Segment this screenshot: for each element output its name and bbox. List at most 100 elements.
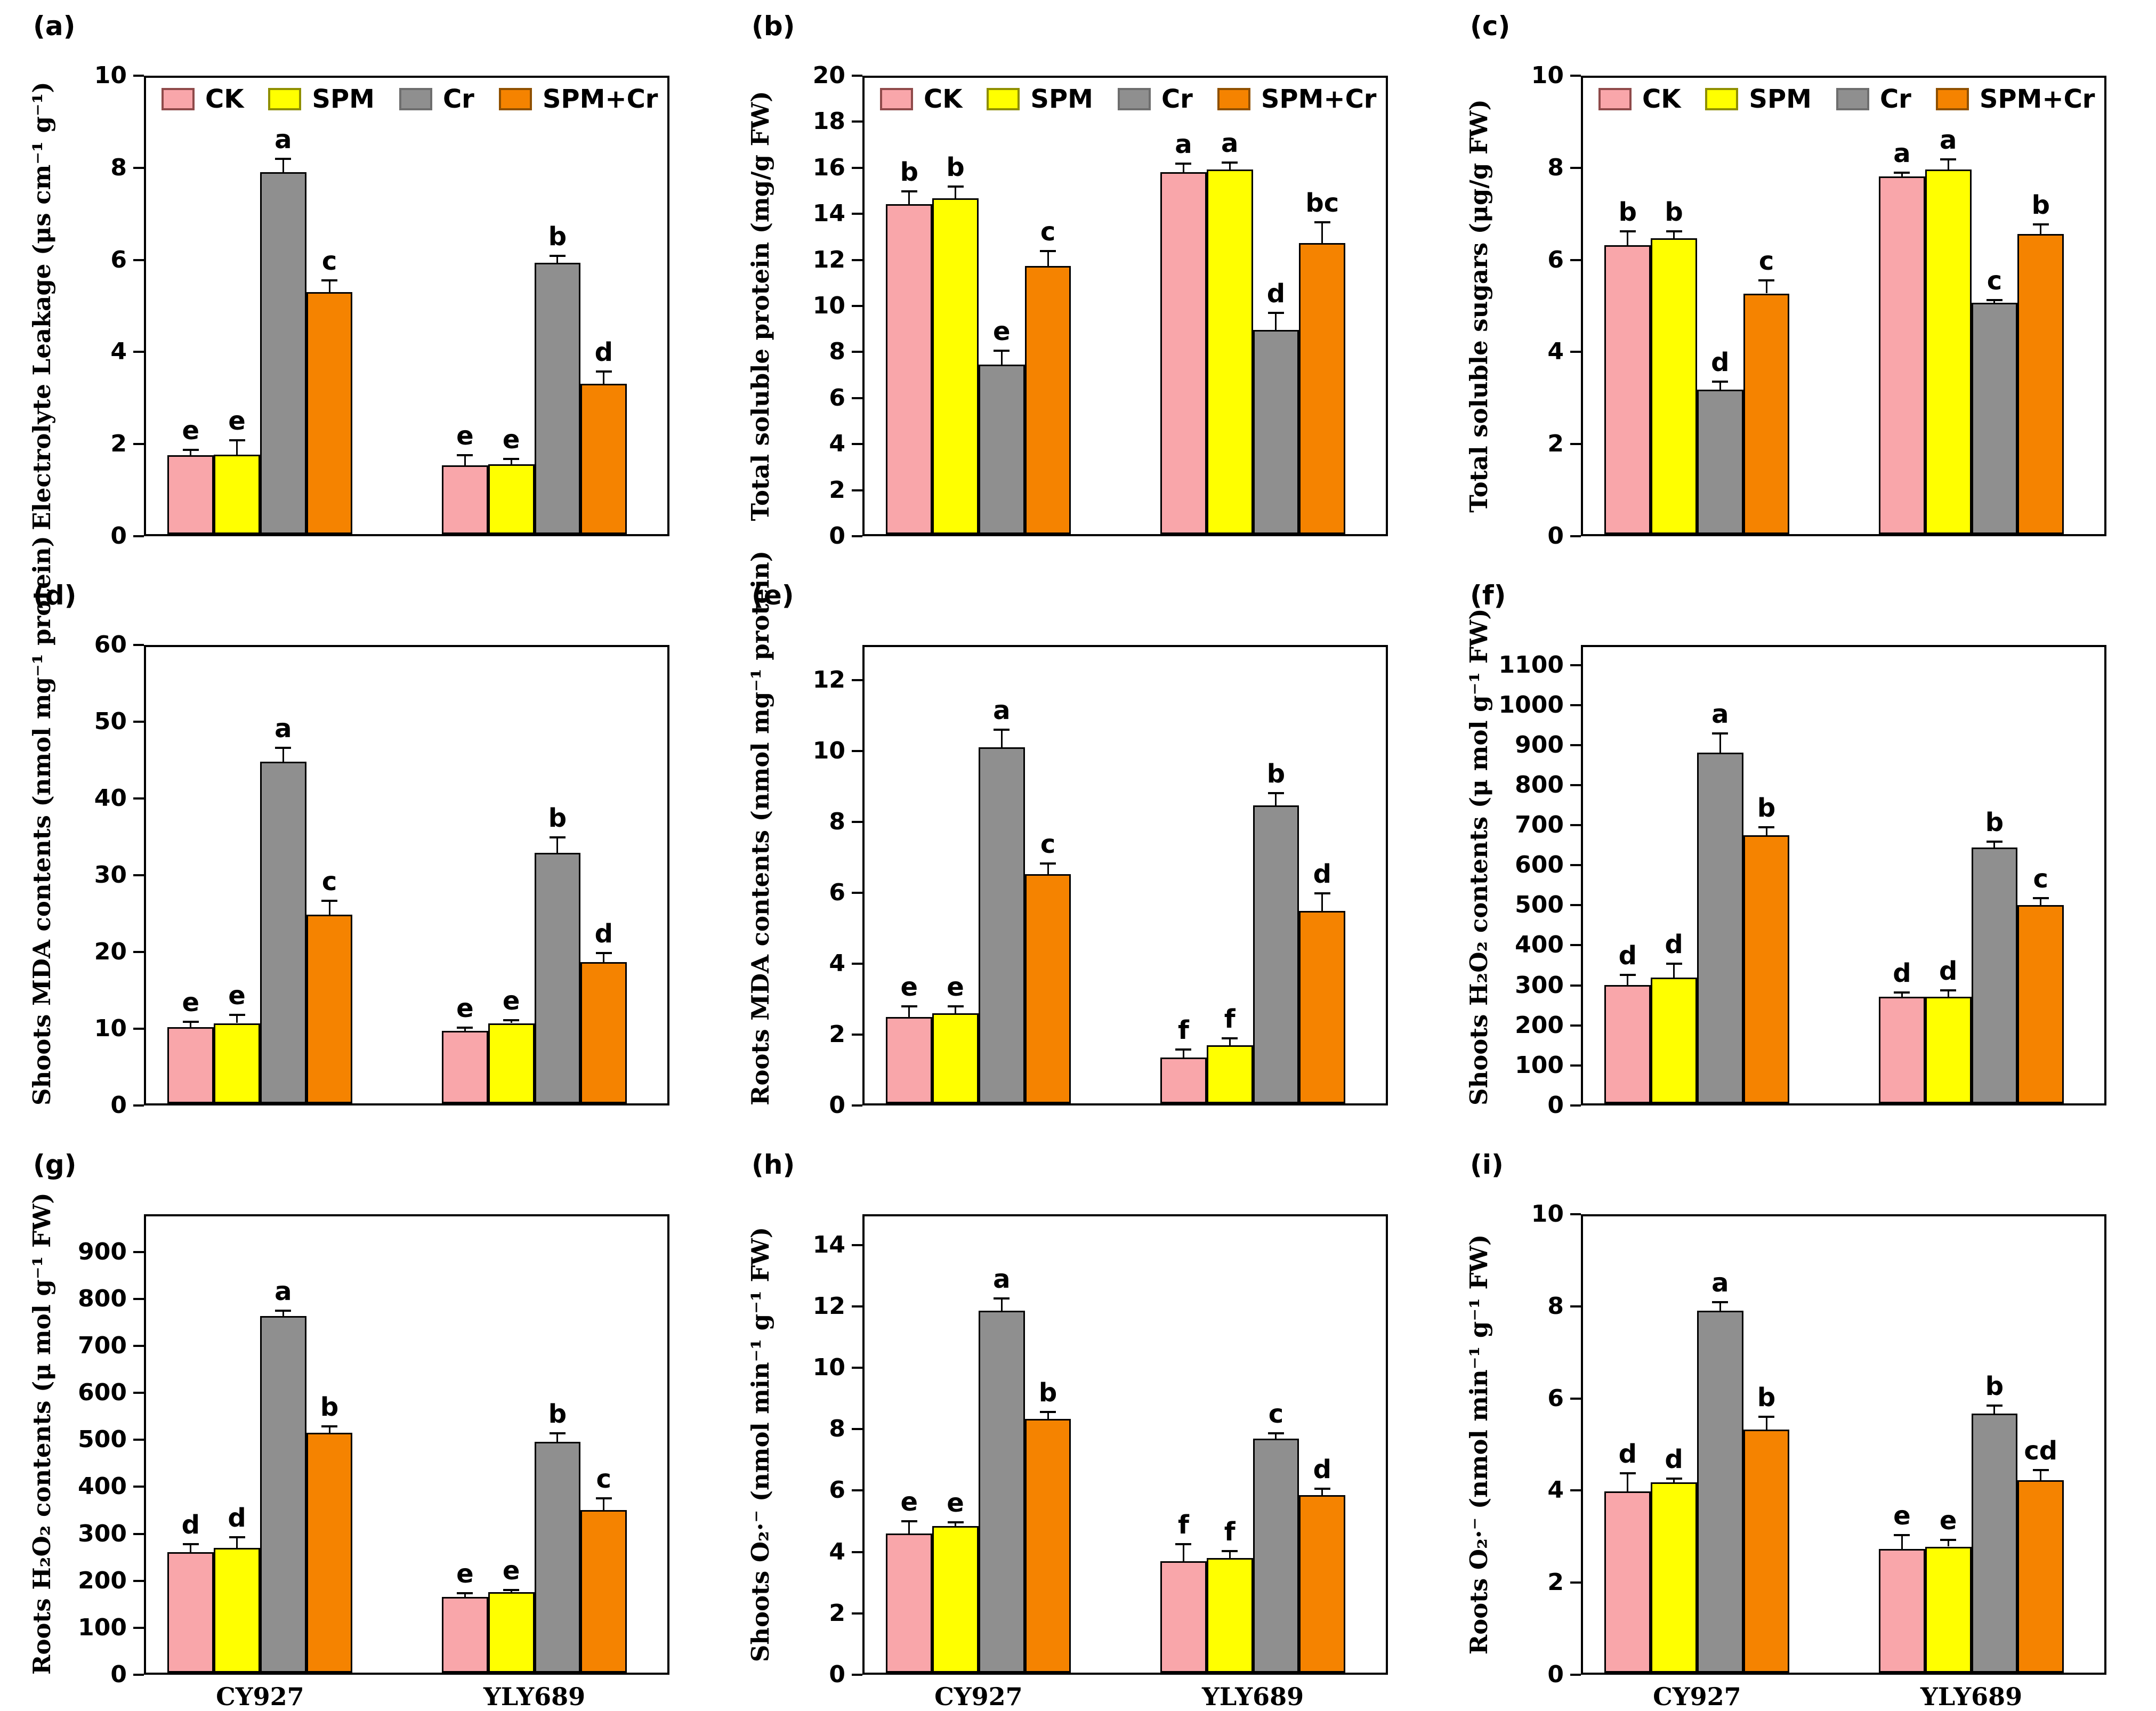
sig-letter: c: [321, 867, 337, 897]
sig-letter: b: [1266, 758, 1286, 789]
error-bar-cap: [182, 1020, 199, 1023]
error-bar-cap: [1894, 1534, 1910, 1536]
error-bar: [1719, 733, 1721, 753]
bar-spm: [932, 1526, 979, 1673]
error-bar-cap: [182, 1543, 199, 1545]
y-tick-label: 2: [829, 1599, 845, 1627]
y-tick: [133, 535, 144, 537]
error-bar-cap: [1666, 1478, 1682, 1480]
y-tick-label: 10: [812, 1354, 845, 1381]
error-bar-cap: [275, 1309, 292, 1312]
legend-swatch-spm+cr: [498, 88, 532, 110]
legend-label: SPM: [1030, 84, 1093, 114]
error-bar-cap: [1314, 1487, 1330, 1490]
y-tick-label: 8: [829, 808, 845, 836]
bar-ck: [1604, 1491, 1651, 1673]
error-bar-cap: [1175, 1048, 1192, 1051]
sig-letter: e: [502, 986, 520, 1016]
sig-letter: e: [228, 406, 246, 436]
error-bar: [1947, 990, 1949, 997]
y-tick-label: 0: [1547, 1092, 1564, 1119]
y-tick-label: 10: [812, 292, 845, 319]
error-bar-cap: [1712, 380, 1729, 383]
bar-spm: [488, 1592, 535, 1673]
bar-ck: [1604, 984, 1651, 1103]
sig-letter: c: [1758, 246, 1774, 277]
bar-ck: [886, 1016, 933, 1103]
y-tick-label: 0: [110, 522, 127, 550]
y-tick: [852, 351, 862, 353]
y-tick: [1570, 704, 1581, 706]
x-category-label: YLY689: [483, 1682, 586, 1711]
y-tick-label: 6: [110, 246, 127, 273]
y-tick: [133, 721, 144, 723]
sig-letter: b: [1757, 1383, 1776, 1413]
sig-letter: b: [2031, 190, 2050, 221]
y-tick: [133, 1028, 144, 1030]
bar-spm: [1925, 1546, 1972, 1673]
error-bar-cap: [457, 1027, 473, 1029]
x-category-label: CY927: [216, 1682, 304, 1711]
bar-spm: [1651, 978, 1697, 1103]
error-bar: [1182, 1544, 1184, 1561]
error-bar-cap: [229, 1013, 245, 1016]
error-bar-cap: [1986, 298, 2002, 301]
bar-spm+cr: [580, 1510, 627, 1673]
y-tick-label: 1100: [1498, 651, 1564, 679]
legend-swatch-cr: [1117, 88, 1151, 110]
legend-item: SPM+Cr: [1935, 84, 2095, 114]
y-tick: [1570, 1213, 1581, 1215]
y-tick: [852, 259, 862, 261]
bar-ck: [442, 1596, 488, 1673]
legend-item: SPM: [1705, 84, 1812, 114]
error-bar: [236, 440, 238, 455]
error-bar: [2040, 1470, 2042, 1480]
bar-spm: [932, 1013, 979, 1103]
y-tick-label: 0: [110, 1661, 127, 1688]
sig-letter: b: [1665, 197, 1683, 228]
error-bar: [1765, 280, 1767, 294]
sig-letter: a: [1175, 130, 1192, 160]
y-tick-label: 1000: [1498, 691, 1564, 719]
error-bar: [282, 1310, 284, 1317]
error-bar-cap: [549, 254, 566, 257]
y-tick-label: 2: [110, 430, 127, 458]
sig-letter: b: [548, 1399, 567, 1430]
y-tick: [852, 1428, 862, 1431]
error-bar: [1321, 1488, 1323, 1496]
error-bar: [908, 191, 910, 204]
error-bar-cap: [1712, 732, 1729, 735]
bar-spm+cr: [306, 1432, 353, 1673]
y-tick: [133, 75, 144, 77]
sig-letter: d: [1618, 941, 1637, 971]
y-tick: [1570, 535, 1581, 537]
y-tick-label: 8: [110, 154, 127, 181]
x-category-label: CY927: [1653, 1682, 1741, 1711]
error-bar: [328, 1426, 330, 1433]
sig-letter: f: [1224, 1004, 1236, 1034]
bar-spm+cr: [1299, 243, 1346, 534]
y-tick: [133, 1626, 144, 1629]
error-bar: [1047, 251, 1049, 266]
error-bar-cap: [1619, 974, 1636, 976]
y-tick-label: 16: [812, 154, 845, 181]
error-bar-cap: [1619, 230, 1636, 233]
legend-label: Cr: [1879, 84, 1911, 114]
bar-ck: [1879, 996, 1925, 1103]
error-bar: [464, 1593, 466, 1597]
sig-letter: e: [502, 424, 520, 455]
legend-swatch-spm+cr: [1217, 88, 1250, 110]
error-bar: [1673, 1479, 1675, 1483]
bar-cr: [260, 1316, 306, 1673]
legend-label: CK: [1642, 84, 1681, 114]
x-category-label: YLY689: [1202, 1682, 1304, 1711]
y-tick: [852, 75, 862, 77]
y-tick-label: 40: [94, 785, 127, 812]
sig-letter: e: [1893, 1500, 1911, 1531]
y-tick-label: 700: [78, 1331, 127, 1359]
sig-letter: e: [993, 316, 1011, 346]
error-bar: [1275, 793, 1277, 805]
error-bar-cap: [457, 1592, 473, 1594]
error-bar: [510, 1589, 512, 1593]
sig-letter: c: [1040, 216, 1056, 247]
